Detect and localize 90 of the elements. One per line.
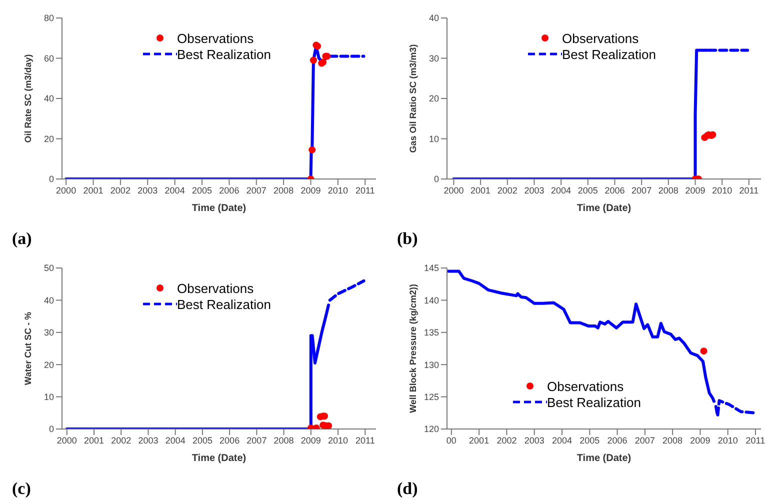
y-tick-label: 20 xyxy=(44,134,54,144)
x-tick-label: 2005 xyxy=(580,435,600,446)
x-tick-label: 2010 xyxy=(328,185,348,196)
x-tick-label: 2001 xyxy=(84,435,104,446)
y-axis-title: Oil Rate SC (m3/day) xyxy=(23,54,34,143)
x-tick-label: 2004 xyxy=(164,185,185,196)
x-tick-label: 00 xyxy=(446,435,456,446)
y-tick-label: 0 xyxy=(48,174,54,184)
y-tick-label: 130 xyxy=(424,360,439,370)
x-tick-label: 2005 xyxy=(192,435,212,446)
x-tick-label: 2008 xyxy=(274,435,294,446)
legend-label: Observations xyxy=(177,30,254,46)
x-tick-label: 2002 xyxy=(497,185,518,196)
y-tick-label: 120 xyxy=(424,424,439,434)
x-axis-title: Time (Date) xyxy=(576,453,632,464)
y-tick-label: 10 xyxy=(428,134,439,144)
x-tick-label: 2006 xyxy=(604,185,625,196)
x-tick-label: 2008 xyxy=(658,185,678,196)
x-tick-label: 2007 xyxy=(246,185,266,196)
text: (c) xyxy=(12,479,31,499)
x-tick-label: 2002 xyxy=(111,435,132,446)
y-axis-title: Well Block Pressure (kg/cm2)) xyxy=(408,284,418,413)
y-tick-label: 40 xyxy=(44,295,54,306)
legend-label: Observations xyxy=(562,30,639,46)
x-tick-label: 2007 xyxy=(634,435,655,446)
y-tick-label: 50 xyxy=(44,263,54,274)
x-tick-label: 2001 xyxy=(470,185,491,196)
x-tick-label: 2006 xyxy=(607,435,628,446)
x-tick-label: 2011 xyxy=(355,185,375,196)
x-tick-label: 2011 xyxy=(355,435,375,446)
x-axis-title: Time (Date) xyxy=(192,453,246,464)
x-tick-label: 2004 xyxy=(552,435,572,446)
x-tick-label: 2009 xyxy=(300,435,321,446)
x-tick-label: 2004 xyxy=(165,435,186,446)
y-tick-label: 20 xyxy=(44,360,54,370)
x-tick-label: 2000 xyxy=(444,185,464,196)
y-tick-label: 30 xyxy=(44,328,54,338)
x-tick-label: 2001 xyxy=(83,185,104,196)
y-tick-label: 30 xyxy=(428,53,439,64)
y-tick-label: 60 xyxy=(44,53,54,64)
text: (a) xyxy=(12,229,32,249)
text: (b) xyxy=(397,229,418,249)
legend-label: Observations xyxy=(177,280,254,296)
x-tick-label: 2009 xyxy=(685,185,706,196)
y-tick-label: 145 xyxy=(424,263,439,274)
x-tick-label: 2006 xyxy=(219,185,240,196)
y-tick-label: 140 xyxy=(424,295,439,306)
x-tick-label: 2004 xyxy=(551,185,572,196)
x-tick-label: 2002 xyxy=(496,435,517,446)
y-tick-label: 0 xyxy=(434,174,439,184)
y-tick-label: 125 xyxy=(424,392,439,402)
text: (d) xyxy=(397,479,418,499)
legend-label: Best Realization xyxy=(547,394,641,410)
x-tick-label: 2010 xyxy=(718,435,738,446)
x-tick-label: 2001 xyxy=(469,435,490,446)
x-tick-label: 2002 xyxy=(110,185,130,196)
legend-label: Best Realization xyxy=(562,46,656,62)
x-tick-label: 2000 xyxy=(56,185,76,196)
y-tick-label: 40 xyxy=(428,13,439,24)
x-tick-label: 2008 xyxy=(274,185,294,196)
x-tick-label: 2003 xyxy=(138,185,158,196)
x-tick-label: 2011 xyxy=(746,435,766,446)
x-tick-label: 2006 xyxy=(220,435,240,446)
y-tick-label: 135 xyxy=(424,328,439,338)
x-tick-label: 2011 xyxy=(739,185,759,196)
x-tick-label: 2005 xyxy=(578,185,598,196)
legend-label: Observations xyxy=(547,378,624,394)
legend-label: Best Realization xyxy=(177,46,271,62)
x-tick-label: 2003 xyxy=(524,435,544,446)
y-tick-label: 20 xyxy=(428,94,439,104)
legend-label: Best Realization xyxy=(177,296,271,312)
x-tick-label: 2000 xyxy=(56,435,77,446)
x-tick-label: 2003 xyxy=(524,185,544,196)
x-tick-label: 2005 xyxy=(192,185,212,196)
y-tick-label: 10 xyxy=(44,392,54,402)
y-tick-label: 40 xyxy=(44,94,54,104)
y-axis-title: Water Cut SC - % xyxy=(23,312,34,386)
y-tick-label: 80 xyxy=(44,13,54,24)
x-tick-label: 2009 xyxy=(690,435,710,446)
x-tick-label: 2003 xyxy=(138,435,158,446)
y-tick-label: 0 xyxy=(48,424,54,434)
x-tick-label: 2009 xyxy=(300,185,321,196)
y-axis-title: Gas Oil Ratio SC (m3/m3) xyxy=(408,44,418,153)
x-axis-title: Time (Date) xyxy=(192,203,246,214)
x-tick-label: 2010 xyxy=(328,435,348,446)
x-tick-label: 2007 xyxy=(632,185,652,196)
x-tick-label: 2010 xyxy=(712,185,732,196)
x-tick-label: 2007 xyxy=(246,435,267,446)
x-tick-label: 2008 xyxy=(662,435,683,446)
x-axis-title: Time (Date) xyxy=(576,203,632,214)
